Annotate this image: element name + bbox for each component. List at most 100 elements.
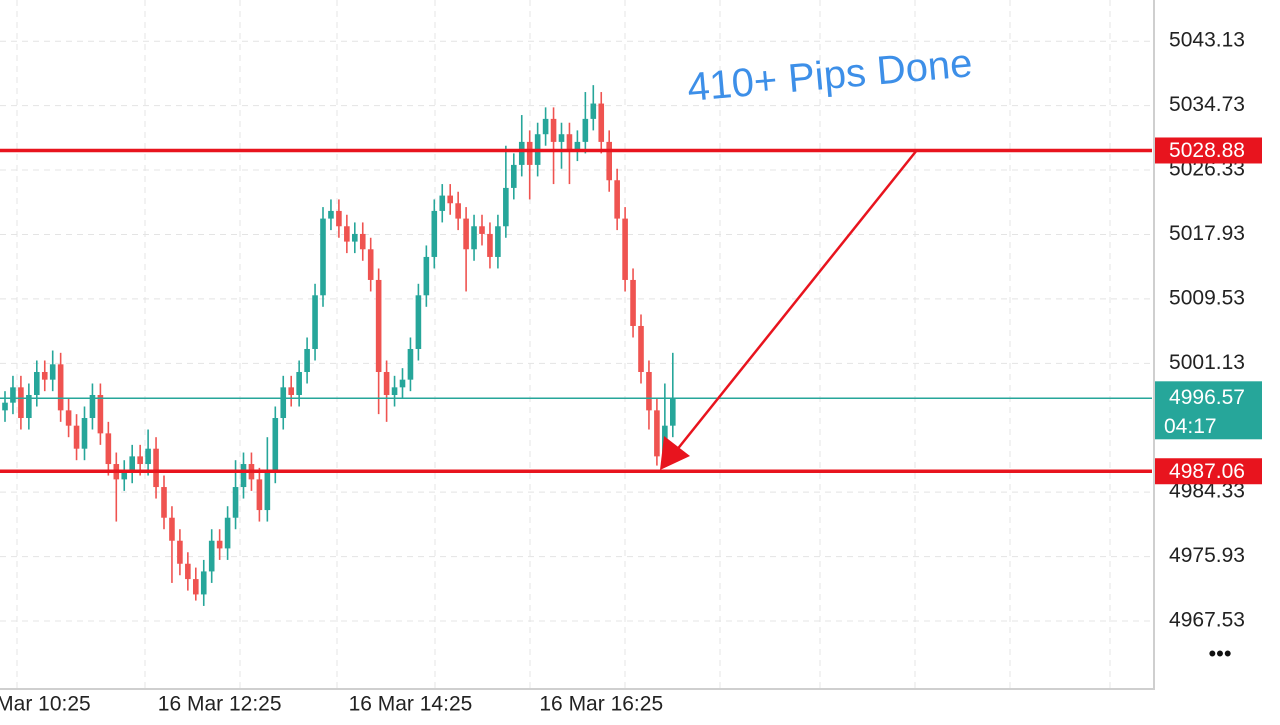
candle-body: [161, 487, 167, 518]
price-level-label: 5028.88: [1169, 139, 1245, 162]
arrow-head: [660, 436, 690, 470]
more-menu[interactable]: •••: [1208, 641, 1231, 666]
candle-body: [383, 371, 390, 396]
candle-body: [495, 226, 501, 257]
y-tick-label: 5001.13: [1169, 351, 1245, 374]
x-tick-label: 16 Mar 14:25: [349, 693, 473, 716]
candle-body: [232, 487, 239, 518]
candle-body: [582, 118, 589, 142]
candle-body: [312, 295, 318, 349]
candle-body: [121, 471, 128, 480]
arrow: [660, 149, 918, 470]
y-tick-label: 5043.13: [1169, 29, 1245, 52]
candle-body: [240, 464, 247, 488]
candle-body: [391, 387, 398, 396]
candle-body: [81, 418, 88, 449]
current-price-label: 4996.57: [1169, 386, 1245, 409]
candle-body: [105, 433, 112, 465]
countdown-label: 04:17: [1164, 415, 1217, 438]
candle-body: [296, 371, 302, 396]
candle-body: [630, 279, 636, 326]
candle-body: [10, 387, 16, 403]
candle-body: [670, 398, 676, 426]
candle-body: [638, 325, 644, 372]
candle-body: [447, 195, 453, 204]
candle-body: [57, 364, 64, 411]
candle-body: [185, 563, 191, 580]
candle-body: [137, 456, 143, 465]
candle-body: [272, 418, 279, 472]
candle-body: [328, 210, 334, 219]
candle-body: [574, 141, 581, 150]
candle-body: [216, 540, 223, 549]
candle-body: [463, 218, 469, 250]
candle-body: [177, 540, 183, 564]
candle-body: [65, 410, 72, 426]
x-tick-label: 16 Mar 10:25: [0, 693, 91, 716]
candle-body: [622, 218, 628, 280]
candle-body: [399, 379, 406, 388]
candle-body: [503, 187, 509, 227]
candle-body: [18, 387, 24, 419]
candle-body: [129, 456, 135, 472]
candle-body: [566, 134, 573, 150]
candle-body: [288, 387, 294, 396]
candle-body: [169, 517, 175, 541]
candle-body: [89, 395, 96, 419]
candle-body: [431, 210, 438, 257]
candle-body: [375, 279, 382, 372]
candle-body: [654, 410, 660, 457]
candle-body: [542, 118, 549, 135]
price-level-box: [1155, 137, 1262, 164]
candle-body: [208, 540, 215, 572]
candle-body: [614, 180, 620, 219]
annotation: 410+ Pips Done: [686, 41, 975, 110]
candle-body: [479, 226, 485, 234]
y-tick-label: 4984.33: [1169, 480, 1245, 503]
candle-body: [304, 348, 310, 372]
candle-body: [415, 295, 422, 349]
y-tick-label: 4975.93: [1169, 544, 1245, 567]
candle-body: [455, 203, 461, 219]
grid-vertical: [16, 0, 1111, 688]
candle-body: [518, 141, 525, 165]
candle-body: [224, 517, 231, 549]
candle-body: [367, 249, 374, 280]
arrow-shaft: [671, 149, 918, 457]
candle-body: [200, 571, 207, 595]
candle-body: [526, 141, 533, 165]
candle-body: [41, 371, 48, 380]
candle-body: [558, 134, 565, 142]
x-tick-label: 16 Mar 16:25: [539, 693, 663, 716]
candle-body: [2, 402, 8, 411]
candle-body: [193, 579, 199, 595]
y-tick-label: 5009.53: [1169, 286, 1245, 309]
candle-body: [646, 371, 652, 411]
y-tick-label: 5017.93: [1169, 222, 1245, 245]
candle-body: [344, 226, 350, 242]
candle-body: [145, 448, 151, 465]
candle-body: [423, 256, 430, 296]
candle-body: [407, 348, 414, 380]
candle-body: [26, 395, 32, 419]
candle-body: [256, 479, 263, 511]
candle-body: [487, 233, 493, 257]
candle-body: [439, 195, 446, 211]
candle-body: [49, 364, 56, 380]
current-price-box: [1155, 381, 1262, 440]
candle-body: [264, 471, 271, 511]
candle-body: [598, 103, 605, 142]
x-tick-label: 16 Mar 12:25: [158, 693, 282, 716]
candle-body: [352, 233, 358, 242]
candle-body: [606, 141, 612, 181]
candle-body: [511, 164, 517, 188]
candle-body: [359, 233, 366, 250]
candle-body: [34, 371, 40, 396]
candle-body: [153, 448, 159, 488]
price-level-box: [1155, 458, 1262, 485]
y-tick-label: 5034.73: [1169, 93, 1245, 116]
candle-body: [73, 425, 80, 449]
y-tick-label: 4967.53: [1169, 609, 1245, 632]
